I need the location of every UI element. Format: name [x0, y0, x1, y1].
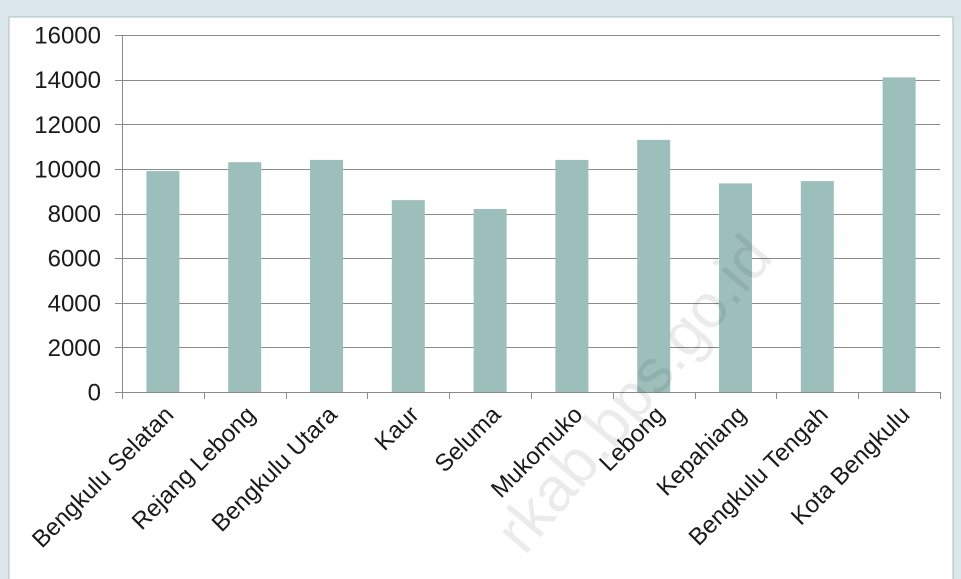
bar-bengkulu-selatan	[146, 171, 180, 392]
bars	[146, 77, 916, 393]
bar-bengkulu-utara	[310, 159, 343, 392]
bar-bengkulu-tengah	[800, 181, 834, 392]
y-tick-labels: 0 2000 4000 6000 8000 10000 12000 14000 16000	[34, 23, 101, 407]
bar-rejang-lebong	[228, 162, 262, 392]
y-tick-label: 8000	[48, 201, 101, 228]
bar-seluma	[473, 209, 507, 392]
bar-mukomuko	[555, 159, 589, 392]
bar-kaur	[391, 200, 425, 392]
y-tick-label: 0	[88, 380, 101, 407]
bar-kepahiang	[719, 183, 752, 392]
bar-kota-bengkulu	[882, 77, 916, 393]
axes	[122, 35, 941, 399]
y-tick-label: 10000	[34, 156, 101, 183]
y-tick-label: 6000	[48, 246, 101, 273]
bar-lebong	[637, 139, 671, 392]
y-tick-label: 14000	[34, 67, 101, 94]
y-tick-label: 2000	[48, 335, 101, 362]
y-tick-label: 16000	[34, 23, 101, 50]
y-tick-label: 4000	[48, 290, 101, 317]
y-tick-label: 12000	[34, 112, 101, 139]
